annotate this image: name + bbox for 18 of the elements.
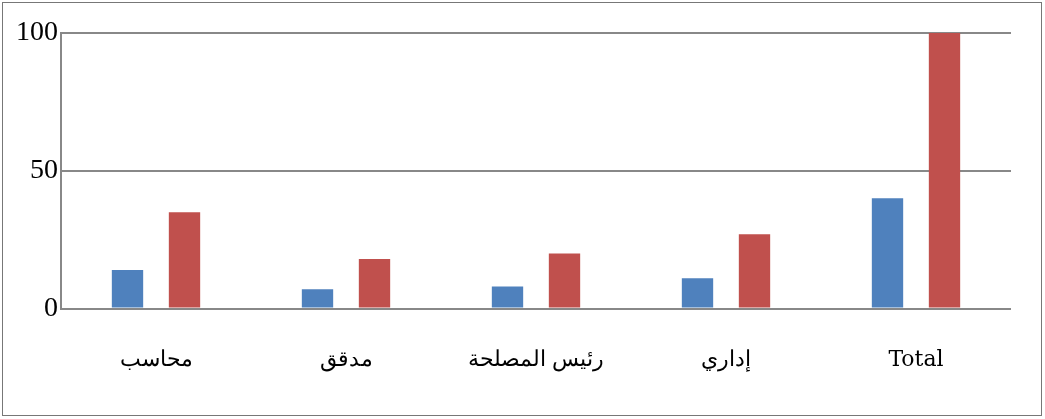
bar: [358, 258, 391, 308]
bar: [491, 286, 524, 308]
bar: [738, 234, 771, 308]
y-tick-label: 50: [30, 153, 58, 185]
x-tick-label: رئيس المصلحة: [467, 345, 605, 372]
bar: [168, 212, 201, 308]
bar: [301, 289, 334, 308]
x-tick-label: إداري: [701, 345, 751, 372]
y-tick-label: 0: [44, 290, 58, 322]
y-tick-label: 100: [16, 15, 58, 47]
bar: [111, 270, 144, 308]
x-tick-label: Total: [888, 345, 944, 371]
bar: [928, 33, 961, 308]
bar: [548, 253, 581, 308]
x-tick-label: مدقق: [319, 345, 373, 372]
bar: [681, 278, 714, 308]
bar: [871, 198, 904, 308]
x-tick-label: محاسب: [119, 345, 193, 371]
